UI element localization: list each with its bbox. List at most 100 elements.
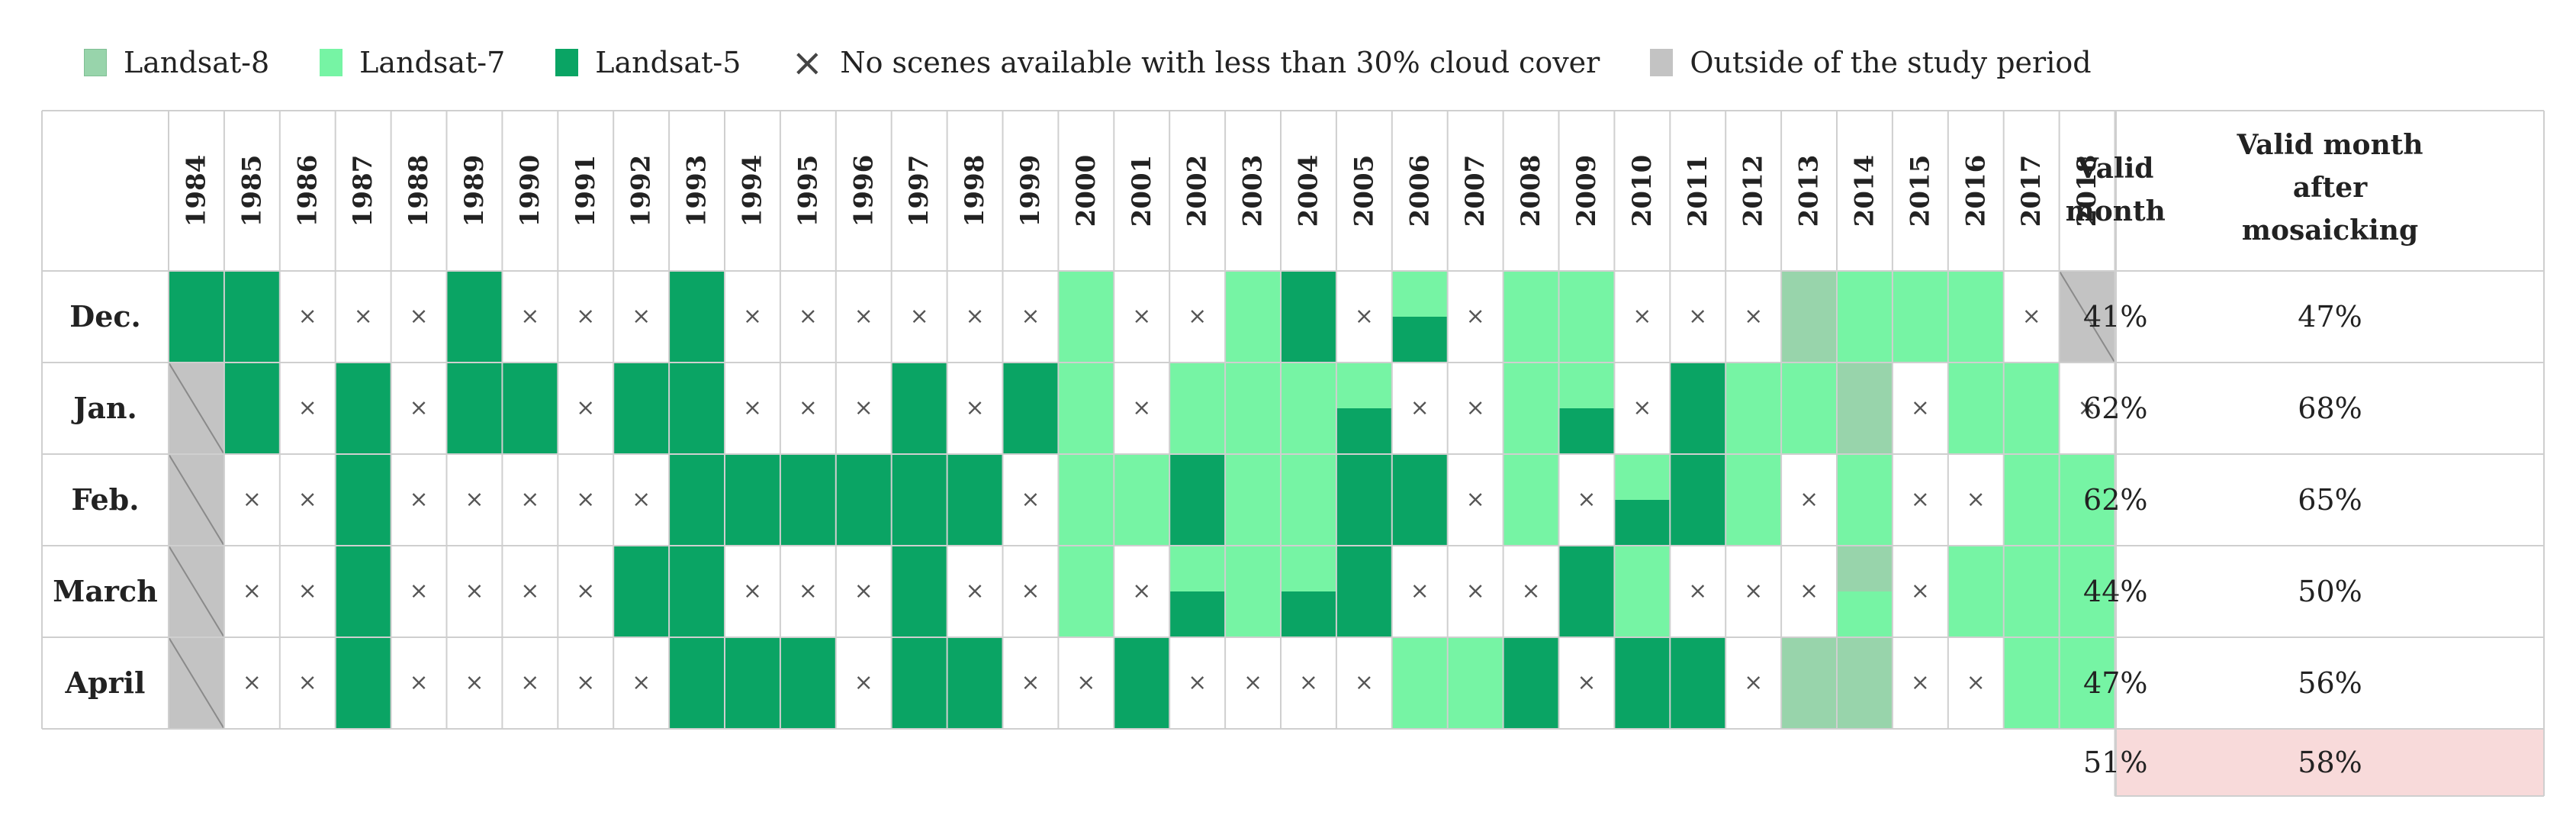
cell-feb-1999: ×	[1021, 486, 1040, 513]
cell-dec-2007: ×	[1466, 303, 1485, 330]
cell-jan-2007: ×	[1466, 395, 1485, 421]
cell-dec-2015	[1892, 271, 1948, 363]
cell-feb-2005	[1336, 454, 1392, 546]
cell-feb-2001	[1114, 454, 1170, 546]
cell-jan-2012	[1725, 363, 1782, 454]
year-header-1997: 1997	[904, 155, 934, 227]
cell-jan-2015: ×	[1911, 395, 1930, 421]
summary-valid-month: 51%	[2083, 746, 2147, 779]
cell-dec-1998: ×	[965, 303, 984, 330]
cell-dec-1991: ×	[576, 303, 595, 330]
year-header-1987: 1987	[348, 155, 378, 227]
cell-dec-1986: ×	[298, 303, 317, 330]
cell-jan-2000	[1058, 363, 1114, 454]
cell-dec-2002: ×	[1188, 303, 1207, 330]
cell-jan-2009-bottom	[1558, 408, 1615, 454]
cell-april-1985: ×	[243, 669, 262, 696]
legend: Landsat-8 Landsat-7 Landsat-5 × No scene…	[84, 43, 2142, 82]
cell-april-1992: ×	[632, 669, 651, 696]
cell-april-1994	[725, 637, 780, 729]
year-header-2005: 2005	[1349, 155, 1379, 227]
cell-march-1999: ×	[1021, 578, 1040, 604]
year-header-1985: 1985	[236, 155, 267, 227]
cell-april-2018	[2059, 637, 2115, 729]
cell-march-2009	[1558, 546, 1615, 637]
cell-march-1984-diagonal	[168, 545, 225, 638]
cell-feb-1990: ×	[520, 486, 539, 513]
cell-march-1986: ×	[298, 578, 317, 604]
cell-jan-1997	[891, 363, 947, 454]
cell-dec-2004	[1281, 271, 1336, 363]
cell-jan-1989	[446, 363, 503, 454]
year-header-2003: 2003	[1238, 155, 1269, 227]
cell-april-1996: ×	[854, 669, 873, 696]
cell-march-1988: ×	[409, 578, 428, 604]
cell-march-2018	[2059, 546, 2115, 637]
cell-april-2016: ×	[1967, 669, 1986, 696]
valid-after-header: Valid month after mosaicking	[2236, 129, 2423, 247]
cell-april-2008	[1503, 637, 1559, 729]
cell-march-2014-top	[1837, 546, 1893, 591]
cell-dec-1987: ×	[354, 303, 373, 330]
cell-march-2007: ×	[1466, 578, 1485, 604]
cell-dec-1994: ×	[743, 303, 762, 330]
cell-feb-1996	[835, 454, 892, 546]
cell-feb-2018	[2059, 454, 2115, 546]
cell-april-2000: ×	[1076, 669, 1095, 696]
cell-feb-1985: ×	[243, 486, 262, 513]
cell-jan-2005-top	[1336, 363, 1392, 408]
cell-jan-1996: ×	[854, 395, 873, 421]
cell-dec-1997: ×	[910, 303, 929, 330]
month-label: March	[53, 574, 157, 608]
cell-march-2011: ×	[1688, 578, 1707, 604]
valid-after-value: 56%	[2298, 666, 2362, 700]
year-header-2016: 2016	[1960, 155, 1991, 227]
cell-dec-1985	[224, 271, 280, 363]
legend-item-landsat8: Landsat-8	[84, 46, 269, 79]
cell-feb-1987	[335, 454, 391, 546]
cell-dec-2008	[1503, 271, 1559, 363]
cell-feb-2004	[1281, 454, 1336, 546]
cell-april-1998	[947, 637, 1003, 729]
valid-month-value: 47%	[2083, 666, 2147, 700]
cell-jan-2002	[1169, 363, 1226, 454]
year-header-2000: 2000	[1071, 155, 1101, 227]
cell-march-2015: ×	[1911, 578, 1930, 604]
cell-april-2005: ×	[1355, 669, 1374, 696]
cell-march-1993	[669, 546, 725, 637]
cell-feb-2002	[1169, 454, 1226, 546]
cell-feb-2017	[2003, 454, 2060, 546]
cell-april-2012: ×	[1744, 669, 1763, 696]
cell-april-1995	[780, 637, 836, 729]
legend-item-landsat7: Landsat-7	[320, 46, 505, 79]
cell-feb-2003	[1225, 454, 1281, 546]
cell-jan-1993	[669, 363, 725, 454]
cell-feb-2011	[1670, 454, 1726, 546]
cell-feb-2012	[1725, 454, 1782, 546]
cell-march-1990: ×	[520, 578, 539, 604]
legend-item-outside: Outside of the study period	[1650, 46, 2092, 79]
cell-march-2002-top	[1169, 546, 1226, 591]
landsat8-swatch	[84, 49, 107, 76]
cell-feb-1994	[725, 454, 780, 546]
year-header-1984: 1984	[181, 155, 211, 227]
cell-dec-2017: ×	[2022, 303, 2041, 330]
cell-feb-1995	[780, 454, 836, 546]
cell-feb-2015: ×	[1911, 486, 1930, 513]
cell-dec-2010: ×	[1632, 303, 1651, 330]
cell-jan-1987	[335, 363, 391, 454]
cell-dec-1999: ×	[1021, 303, 1040, 330]
year-header-1994: 1994	[737, 155, 767, 227]
cell-jan-1990	[502, 363, 558, 454]
cell-april-1990: ×	[520, 669, 539, 696]
year-header-1989: 1989	[459, 155, 490, 227]
cell-feb-1992: ×	[632, 486, 651, 513]
landsat5-swatch	[555, 49, 579, 76]
cell-march-2002-bottom	[1169, 591, 1226, 637]
cell-feb-1993	[669, 454, 725, 546]
cell-april-2003: ×	[1243, 669, 1262, 696]
cell-dec-1996: ×	[854, 303, 873, 330]
year-header-1986: 1986	[292, 155, 323, 227]
legend-label-outside: Outside of the study period	[1690, 46, 2092, 79]
